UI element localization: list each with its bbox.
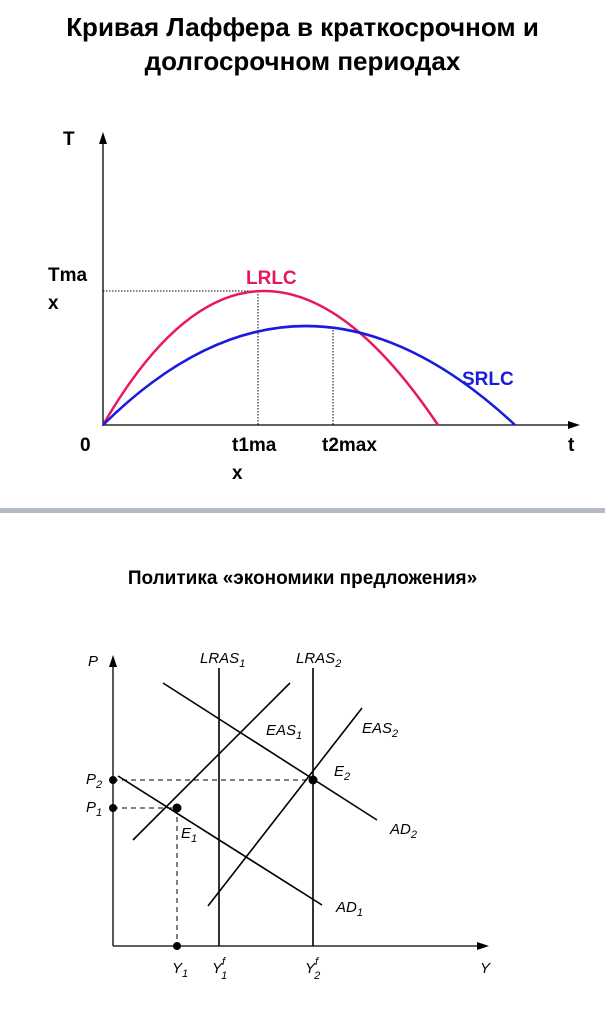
label-sub: 1 — [239, 658, 245, 670]
supply-title: Политика «экономики предложения» — [127, 568, 478, 589]
label-text: EAS — [266, 722, 296, 739]
y1-label: Y1 — [172, 960, 188, 980]
label-text: Y — [305, 960, 316, 977]
y2f-label: Yf 2 — [305, 956, 320, 982]
e2-label: E2 — [334, 763, 350, 783]
y1f-label: Yf 1 — [212, 956, 227, 982]
label-sub: 2 — [95, 779, 102, 791]
label-sub: 2 — [410, 829, 417, 841]
label-sub: 2 — [313, 970, 320, 982]
lrlc-label: LRLC — [246, 268, 297, 289]
p1-label: P1 — [86, 799, 102, 819]
label-text: EAS — [362, 720, 392, 737]
label-sub: 1 — [96, 807, 102, 819]
ad2-label: AD2 — [389, 821, 417, 841]
supply-diagram — [109, 655, 489, 950]
lrlc-curve — [101, 289, 440, 426]
t2max-label: t2max — [322, 435, 377, 456]
arrow — [109, 655, 117, 667]
label-text: Y — [212, 960, 223, 977]
ad1-label: AD1 — [335, 899, 363, 919]
eas2-label: EAS2 — [362, 720, 398, 740]
x-axis-label: t — [568, 435, 575, 456]
label-sup: f — [222, 956, 226, 968]
laffer-title: Кривая Лаффера в краткосрочном и долгоср… — [66, 12, 539, 76]
eas2-line — [207, 707, 363, 907]
label-text: AD — [389, 821, 411, 838]
label-sub: 1 — [296, 730, 302, 742]
srlc-label: SRLC — [462, 369, 514, 390]
label-sub: 1 — [357, 907, 363, 919]
label-text: Y — [172, 960, 183, 977]
point — [308, 775, 318, 785]
y-axis-label: P — [88, 653, 98, 670]
laffer-diagram: LRLC SRLC — [99, 132, 580, 429]
origin-label: 0 — [80, 435, 91, 456]
p2-label: P2 — [86, 771, 102, 791]
label-text: LRAS — [296, 650, 335, 667]
eas1-line — [132, 682, 291, 841]
y-axis-label: T — [63, 129, 75, 150]
label-text: E — [181, 825, 192, 842]
label-sup: f — [315, 956, 319, 968]
label-sub: 2 — [343, 771, 350, 783]
lras1-label: LRAS1 — [200, 650, 245, 670]
label-text: AD — [335, 899, 357, 916]
ad1-line — [117, 775, 323, 906]
arrow — [477, 942, 489, 950]
x-axis-label: Y — [480, 960, 491, 977]
tmax-label: Tmax — [48, 265, 88, 314]
point — [172, 803, 182, 813]
t1max-label: t1max — [232, 435, 277, 484]
point — [173, 942, 181, 950]
label-sub: 2 — [391, 728, 398, 740]
lras2-label: LRAS2 — [296, 650, 341, 670]
eas1-label: EAS1 — [266, 722, 302, 742]
point — [109, 776, 117, 784]
separator — [0, 508, 605, 513]
label-text: E — [334, 763, 345, 780]
label-sub: 1 — [191, 833, 197, 845]
label-sub: 1 — [182, 968, 188, 980]
point — [109, 804, 117, 812]
ad2-line — [162, 682, 378, 821]
label-text: LRAS — [200, 650, 239, 667]
label-sub: 2 — [334, 658, 341, 670]
label-text: P — [86, 771, 96, 788]
e1-label: E1 — [181, 825, 197, 845]
arrow — [568, 421, 580, 429]
srlc-curve — [102, 324, 516, 426]
label-sub: 1 — [221, 970, 227, 982]
arrow — [99, 132, 107, 144]
label-text: P — [86, 799, 96, 816]
